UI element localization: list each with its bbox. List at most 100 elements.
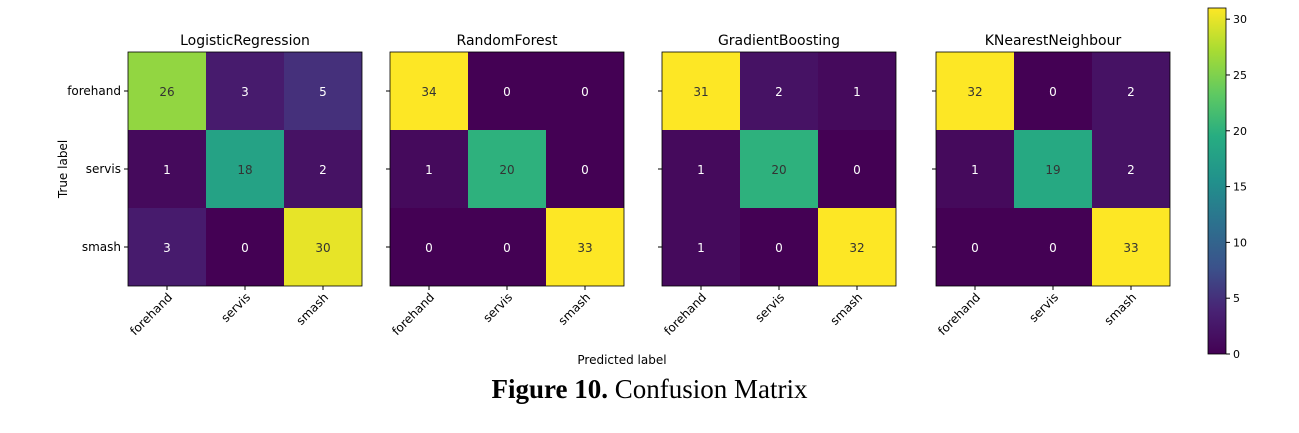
colorbar-tick-label: 25 — [1233, 69, 1247, 82]
matrix-cell — [468, 208, 546, 286]
matrix-cell — [818, 52, 896, 130]
colorbar-tick-label: 15 — [1233, 181, 1247, 194]
cell-value: 0 — [581, 163, 589, 177]
cell-value: 33 — [1123, 241, 1138, 255]
colorbar-tick-label: 30 — [1233, 13, 1247, 26]
y-tick-label: smash — [82, 240, 121, 254]
cell-value: 2 — [775, 85, 783, 99]
matrix-cell — [206, 130, 284, 208]
x-tick-label: smash — [556, 290, 594, 328]
matrix-cell — [128, 52, 206, 130]
panel-title: RandomForest — [457, 33, 558, 49]
matrix-cell — [390, 130, 468, 208]
cell-value: 3 — [241, 85, 249, 99]
cell-value: 2 — [1127, 85, 1135, 99]
matrix-cell — [546, 52, 624, 130]
matrix-cell — [468, 52, 546, 130]
cell-value: 1 — [971, 163, 979, 177]
x-tick-label: smash — [828, 290, 866, 328]
cell-value: 1 — [163, 163, 171, 177]
cell-value: 0 — [1049, 85, 1057, 99]
cell-value: 20 — [771, 163, 786, 177]
cell-value: 19 — [1045, 163, 1060, 177]
matrix-cell — [1092, 208, 1170, 286]
matrix-cell — [468, 130, 546, 208]
cell-value: 0 — [581, 85, 589, 99]
cell-value: 0 — [971, 241, 979, 255]
x-tick-label: smash — [294, 290, 332, 328]
cell-value: 33 — [577, 241, 592, 255]
panel-title: KNearestNeighbour — [985, 33, 1122, 49]
matrix-cell — [740, 208, 818, 286]
cell-value: 32 — [849, 241, 864, 255]
colorbar — [1207, 7, 1227, 355]
x-tick-label: servis — [218, 290, 253, 325]
cell-value: 1 — [697, 163, 705, 177]
colorbar-tick-label: 20 — [1233, 125, 1247, 138]
cell-value: 20 — [499, 163, 514, 177]
x-tick-label: forehand — [935, 290, 983, 338]
matrix-cell — [128, 130, 206, 208]
cell-value: 32 — [967, 85, 982, 99]
matrix-cell — [818, 208, 896, 286]
matrix-cell — [1092, 130, 1170, 208]
cell-value: 1 — [853, 85, 861, 99]
cell-value: 31 — [693, 85, 708, 99]
matrix-cell — [740, 130, 818, 208]
x-tick-label: servis — [480, 290, 515, 325]
matrix-cell — [390, 208, 468, 286]
cell-value: 0 — [775, 241, 783, 255]
matrix-cell — [1014, 52, 1092, 130]
matrix-cell — [936, 130, 1014, 208]
matrix-cell — [390, 52, 468, 130]
x-tick-label: servis — [752, 290, 787, 325]
colorbar-tick-label: 5 — [1233, 292, 1240, 305]
matrix-cell — [206, 208, 284, 286]
panel-title: GradientBoosting — [718, 33, 840, 49]
matrix-cell — [662, 208, 740, 286]
cell-value: 2 — [1127, 163, 1135, 177]
matrix-cell — [1092, 52, 1170, 130]
matrix-cell — [284, 208, 362, 286]
matrix-cell — [1014, 208, 1092, 286]
matrix-cell — [128, 208, 206, 286]
matrix-cell — [662, 52, 740, 130]
figure-caption: Figure 10. Confusion Matrix — [0, 374, 1299, 405]
x-axis-label: Predicted label — [577, 353, 666, 367]
x-tick-label: smash — [1102, 290, 1140, 328]
caption-label: Figure 10. — [491, 374, 609, 404]
cell-value: 0 — [503, 241, 511, 255]
cell-value: 0 — [241, 241, 249, 255]
y-axis-label: True label — [56, 140, 70, 199]
cell-value: 5 — [319, 85, 327, 99]
x-tick-label: forehand — [389, 290, 437, 338]
matrix-cell — [284, 130, 362, 208]
cell-value: 1 — [697, 241, 705, 255]
y-tick-label: servis — [86, 162, 121, 176]
x-tick-label: servis — [1026, 290, 1061, 325]
matrix-cell — [740, 52, 818, 130]
matrix-cell — [546, 208, 624, 286]
matrix-cell — [1014, 130, 1092, 208]
cell-value: 18 — [237, 163, 252, 177]
cell-value: 0 — [853, 163, 861, 177]
colorbar-tick-label: 10 — [1233, 236, 1247, 249]
x-tick-label: forehand — [127, 290, 175, 338]
cell-value: 1 — [425, 163, 433, 177]
colorbar-tick-label: 0 — [1233, 348, 1240, 361]
cell-value: 0 — [425, 241, 433, 255]
matrix-cell — [662, 130, 740, 208]
cell-value: 2 — [319, 163, 327, 177]
cell-value: 30 — [315, 241, 330, 255]
matrix-cell — [206, 52, 284, 130]
caption-text: Confusion Matrix — [614, 374, 808, 404]
y-tick-label: forehand — [67, 84, 121, 98]
matrix-cell — [818, 130, 896, 208]
panel-title: LogisticRegression — [180, 33, 310, 49]
matrix-cell — [936, 52, 1014, 130]
cell-value: 26 — [159, 85, 174, 99]
cell-value: 0 — [1049, 241, 1057, 255]
matrix-cell — [284, 52, 362, 130]
cell-value: 0 — [503, 85, 511, 99]
